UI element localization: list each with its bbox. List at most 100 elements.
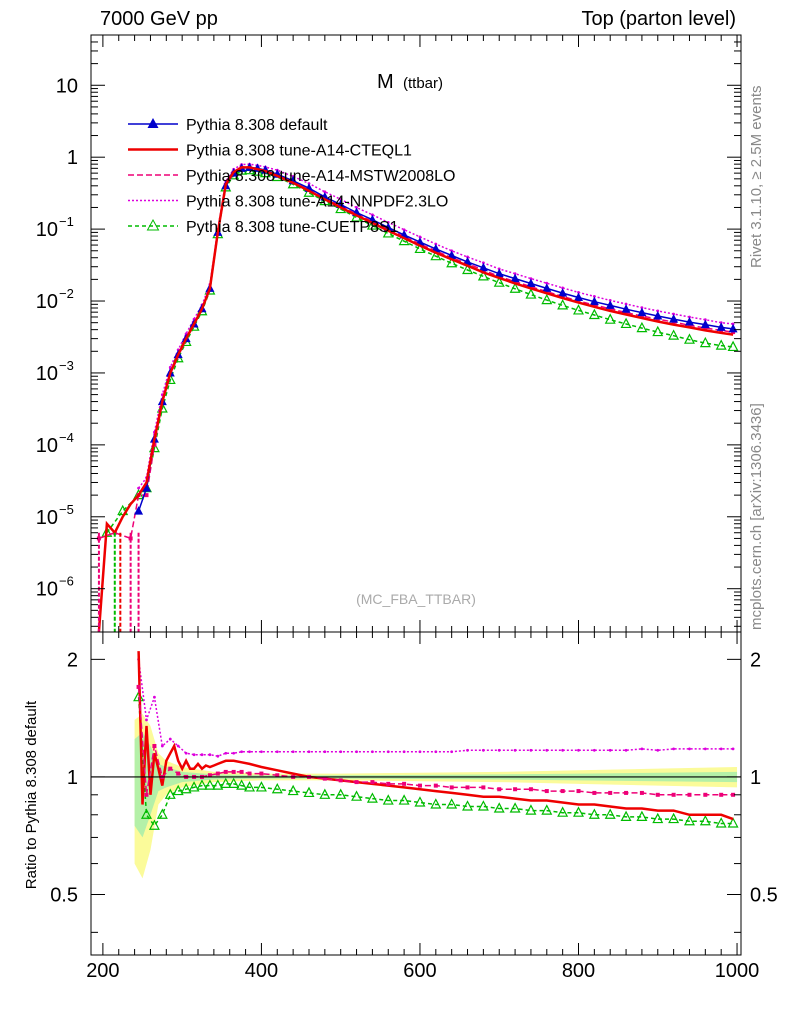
ratio-series-3-marker <box>624 748 628 752</box>
ratio-series-3-marker <box>168 737 172 741</box>
ratio-series-2-marker <box>386 781 391 786</box>
ratio-series-4-marker <box>557 806 569 817</box>
main-series-2-marker <box>703 326 708 331</box>
ratio-series-3-marker <box>608 748 612 752</box>
main-series-0-marker <box>478 262 488 272</box>
main-series-0-marker <box>526 278 536 288</box>
ratio-series-4-marker <box>303 786 315 798</box>
ratio-series-4-marker <box>382 794 394 805</box>
main-series-0-marker <box>134 506 144 515</box>
ratio-series-3-marker <box>545 748 549 752</box>
header-energy-label: 7000 GeV pp <box>100 8 218 30</box>
ratio-series-4-marker <box>652 812 664 824</box>
ratio-series-3-marker <box>371 750 374 754</box>
ratio-series-3-marker <box>208 753 212 757</box>
main-series-4-marker <box>727 340 739 352</box>
main-series-0-marker <box>431 243 441 253</box>
ratio-series-3-marker <box>200 753 204 757</box>
ratio-series-4-marker <box>366 792 378 803</box>
ratio-y-tick-label: 0.5 <box>50 885 78 907</box>
ratio-series-2-marker <box>402 781 407 786</box>
main-series-4-marker <box>604 313 616 324</box>
main-series-3-marker <box>168 365 172 369</box>
main-y-tick-label-exp: −3 <box>59 358 74 373</box>
ratio-y-tick-label-right: 2 <box>750 649 761 671</box>
ratio-series-4-line <box>137 697 734 827</box>
main-y-tick-label-exp: −4 <box>59 430 74 445</box>
main-series-3-marker <box>323 190 327 194</box>
ratio-series-3-marker <box>418 750 422 754</box>
ratio-series-4-marker <box>196 779 208 790</box>
ratio-series-2-marker <box>215 771 220 776</box>
ratio-series-3-marker <box>176 744 180 748</box>
x-tick-label: 600 <box>403 960 436 982</box>
main-series-4-marker <box>557 299 569 310</box>
ratio-series-3-marker <box>192 753 196 757</box>
ratio-series-4-marker <box>477 800 489 811</box>
ratio-series-2-marker <box>497 787 502 792</box>
ratio-series-2-marker <box>544 789 549 794</box>
ratio-series-4-marker <box>148 819 160 830</box>
main-series-2-marker <box>576 299 581 304</box>
ratio-series-4-marker <box>715 817 727 828</box>
ratio-series-2-marker <box>655 792 660 797</box>
main-y-tick-label: 10 <box>36 291 58 313</box>
ratio-series-2-marker <box>136 684 141 689</box>
ratio-series-4-marker <box>573 806 584 817</box>
main-series-0-marker <box>447 250 457 259</box>
legend-label-0: Pythia 8.308 default <box>186 117 328 134</box>
main-series-4-marker <box>477 270 489 281</box>
main-y-tick-label: 10 <box>56 75 78 97</box>
main-series-3-marker <box>624 302 628 306</box>
main-series-0-marker <box>574 292 583 301</box>
ratio-y-tick-label-right: 0.5 <box>750 885 778 907</box>
x-tick-label: 400 <box>245 960 278 982</box>
ratio-series-4-marker <box>699 814 711 826</box>
ratio-series-4-marker <box>228 777 240 788</box>
legend-marker-0 <box>147 118 159 128</box>
ratio-series-4-marker <box>525 804 537 815</box>
main-series-0-marker <box>510 273 520 283</box>
ratio-y-tick-label-right: 1 <box>750 767 761 789</box>
ratio-series-4-marker <box>351 790 363 801</box>
main-series-4-marker <box>683 333 695 344</box>
main-series-4-marker <box>588 308 600 320</box>
ratio-series-3-marker <box>386 750 390 754</box>
ratio-series-4-marker <box>493 802 505 813</box>
main-series-3-marker <box>592 294 596 298</box>
ratio-series-2-marker <box>465 785 470 790</box>
main-y-tick-label-exp: −5 <box>59 502 74 517</box>
ratio-series-2-marker <box>207 773 212 778</box>
ratio-series-4-marker <box>220 777 232 788</box>
main-series-0-marker <box>494 268 504 278</box>
ratio-series-2-marker <box>576 789 581 794</box>
main-series-4-marker <box>668 329 680 340</box>
main-y-tick-label-exp: −1 <box>59 214 74 229</box>
main-series-0-marker <box>605 300 615 309</box>
main-y-tick-label: 10 <box>36 219 58 241</box>
main-y-tick-label: 10 <box>36 435 58 457</box>
ratio-series-3-marker <box>513 748 517 752</box>
ratio-series-2-marker <box>168 766 173 771</box>
ratio-series-2-marker <box>560 789 565 794</box>
main-series-3-marker <box>418 235 422 239</box>
ratio-series-2-marker <box>731 792 736 797</box>
main-series-0-marker <box>669 314 679 323</box>
ratio-series-3-marker <box>688 747 691 751</box>
main-series-0-marker <box>589 296 599 306</box>
main-y-tick-label: 10 <box>36 363 58 385</box>
ratio-series-3-marker <box>561 748 565 752</box>
ratio-plot-frame <box>90 631 742 956</box>
main-series-3-marker <box>386 220 390 224</box>
main-y-tick-label: 1 <box>67 147 78 169</box>
main-series-3-marker <box>355 206 358 209</box>
main-series-0-marker <box>141 483 151 492</box>
ratio-y-tick-label: 1 <box>67 767 78 789</box>
main-series-4-marker <box>462 263 474 275</box>
ratio-series-4-marker <box>398 794 410 805</box>
ratio-series-2-marker <box>275 773 280 778</box>
ratio-series-4-marker <box>244 781 256 792</box>
ratio-series-3-marker <box>240 750 244 754</box>
main-series-0-marker <box>621 304 631 313</box>
ratio-series-3-marker <box>529 748 533 752</box>
